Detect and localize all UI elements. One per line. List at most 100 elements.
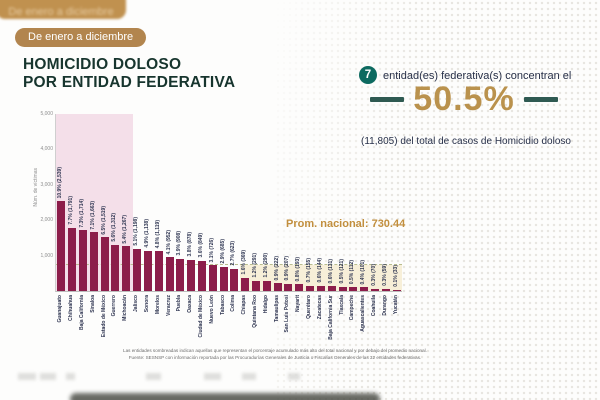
bar-value-label: 0.3% (59) xyxy=(381,264,388,286)
national-average-line xyxy=(56,264,402,266)
bar xyxy=(262,280,271,291)
bar xyxy=(370,288,379,291)
bar-value-label: 6.5% (1,519) xyxy=(100,205,107,235)
bar-value-label: 2.7% (623) xyxy=(230,241,237,266)
decorative-top-banner: De enero a diciembre xyxy=(0,0,126,19)
bar xyxy=(392,289,401,291)
bar-value-label: 3.6% (849) xyxy=(197,233,204,258)
national-average-label: Prom. nacional: 730.44 xyxy=(286,218,406,230)
bar-value-label: 1.2% (291) xyxy=(252,253,259,278)
state-label: Guerrero xyxy=(111,295,118,317)
state-label: Puebla xyxy=(176,295,183,312)
decorative-blur xyxy=(288,373,300,380)
state-label: Hidalgo xyxy=(262,295,269,314)
bar-value-label: 4.1% (952) xyxy=(165,229,172,255)
footnote-line1: Las entidades sombreadas indican aquella… xyxy=(123,348,427,353)
bar-value-label: 0.7% (155) xyxy=(306,258,313,283)
bar-value-label: 7.7% (1,791) xyxy=(68,195,75,225)
bar xyxy=(133,248,142,291)
decorative-blur xyxy=(242,373,256,380)
state-label: Michoacán xyxy=(122,295,129,321)
bar-value-label: 0.5% (112) xyxy=(349,259,356,285)
plot-area: 1,000 2,000 3,000 4,000 5,000 10.9% (2,539) Gu… xyxy=(40,111,402,340)
bar xyxy=(360,287,369,291)
state-label: Estado de México xyxy=(100,295,107,338)
state-label: Chiapas xyxy=(241,295,248,315)
right-dash-decoration xyxy=(523,97,558,102)
bar xyxy=(306,285,315,291)
state-label: Coahuila xyxy=(370,295,377,317)
state-label: San Luis Potosí xyxy=(284,295,291,333)
state-label: Nayarit xyxy=(295,295,302,312)
state-label: Nuevo León xyxy=(208,295,215,324)
decorative-banner-text: De enero a diciembre xyxy=(8,6,114,18)
bar xyxy=(219,266,228,291)
bar xyxy=(165,257,174,291)
bar xyxy=(176,258,185,291)
bar xyxy=(197,260,206,291)
bar xyxy=(327,286,336,291)
bar-value-label: 5.6% (1,312) xyxy=(111,212,118,242)
state-label: Querétaro xyxy=(306,295,313,319)
bar-value-label: 0.5% (121) xyxy=(338,259,345,284)
state-label: Zacatecas xyxy=(316,295,323,320)
bar-value-label: 10.9% (2,539) xyxy=(57,166,64,199)
state-label: Durango xyxy=(381,295,388,316)
state-label: Morelos xyxy=(154,295,161,315)
state-label: Tamaulipas xyxy=(273,295,280,323)
bar xyxy=(187,259,196,291)
page-title: HOMICIDIO DOLOSO POR ENTIDAD FEDERATIVA xyxy=(23,56,235,91)
state-label: Chihuahua xyxy=(68,295,75,321)
decorative-blur xyxy=(18,373,36,380)
bar xyxy=(79,230,88,291)
bar-value-label: 2.9% (685) xyxy=(219,239,226,264)
bar-value-label: 3.1% (726) xyxy=(208,237,215,263)
bar xyxy=(295,284,304,291)
bar xyxy=(154,251,163,291)
state-label: Quintana Roo xyxy=(252,295,259,328)
state-label: Guanajuato xyxy=(57,295,64,323)
bar-value-label: 4.8% (1,119) xyxy=(154,220,161,249)
bar xyxy=(349,287,358,291)
decorative-blur xyxy=(204,373,221,380)
footnote-line2: Fuente: SESNSP con información reportada… xyxy=(128,354,422,360)
state-label: Baja California xyxy=(79,295,86,331)
dot-pattern-background xyxy=(275,0,600,400)
y-axis-tick-label: 5,000 xyxy=(40,111,53,117)
bar xyxy=(241,277,250,291)
stat-percentage: 50.5% xyxy=(413,80,515,118)
bar-value-label: 3.9% (908) xyxy=(176,231,183,256)
state-label: Sonora xyxy=(143,295,150,313)
bar-value-label: 0.4% (101) xyxy=(360,259,367,285)
y-axis-tick-label: 1,000 xyxy=(40,252,53,259)
bar-value-label: 5.1% (1,198) xyxy=(133,216,140,246)
bar-value-label: 0.1% (33) xyxy=(392,265,399,287)
decorative-blur xyxy=(146,373,161,380)
bar-value-label: 7.1% (1,663) xyxy=(89,200,96,230)
state-label: Tabasco xyxy=(219,295,226,315)
bar xyxy=(89,232,98,291)
bar-value-label: 4.9% (1,138) xyxy=(143,219,150,248)
y-axis-tick-label: 4,000 xyxy=(40,146,53,153)
state-label: Baja California Sur xyxy=(327,295,334,340)
bar-value-label: 0.6% (131) xyxy=(327,258,334,284)
page-title-line1: HOMICIDIO DOLOSO xyxy=(23,56,182,73)
bar xyxy=(68,227,77,291)
decorative-blur xyxy=(40,373,56,380)
bar xyxy=(100,237,109,291)
entity-count-badge: 7 xyxy=(359,66,377,84)
bar xyxy=(252,280,261,291)
bar-value-label: 3.8% (878) xyxy=(187,232,194,257)
state-label: Yucatán xyxy=(392,295,399,315)
bar-value-label: 7.3% (1,714) xyxy=(79,198,86,228)
stat-percentage-row: 50.5% xyxy=(352,80,576,119)
state-label: Jalisco xyxy=(133,295,140,312)
state-label: Ciudad de México xyxy=(197,295,204,338)
state-label: Colima xyxy=(230,295,237,312)
bar-value-label: 1.6% (369) xyxy=(241,250,248,275)
footnote: Las entidades sombreadas indican aquella… xyxy=(105,348,445,361)
state-label: Veracruz xyxy=(165,295,172,316)
bar xyxy=(230,268,239,291)
y-axis-tick-label: 2,000 xyxy=(40,217,53,224)
bar xyxy=(284,283,293,291)
